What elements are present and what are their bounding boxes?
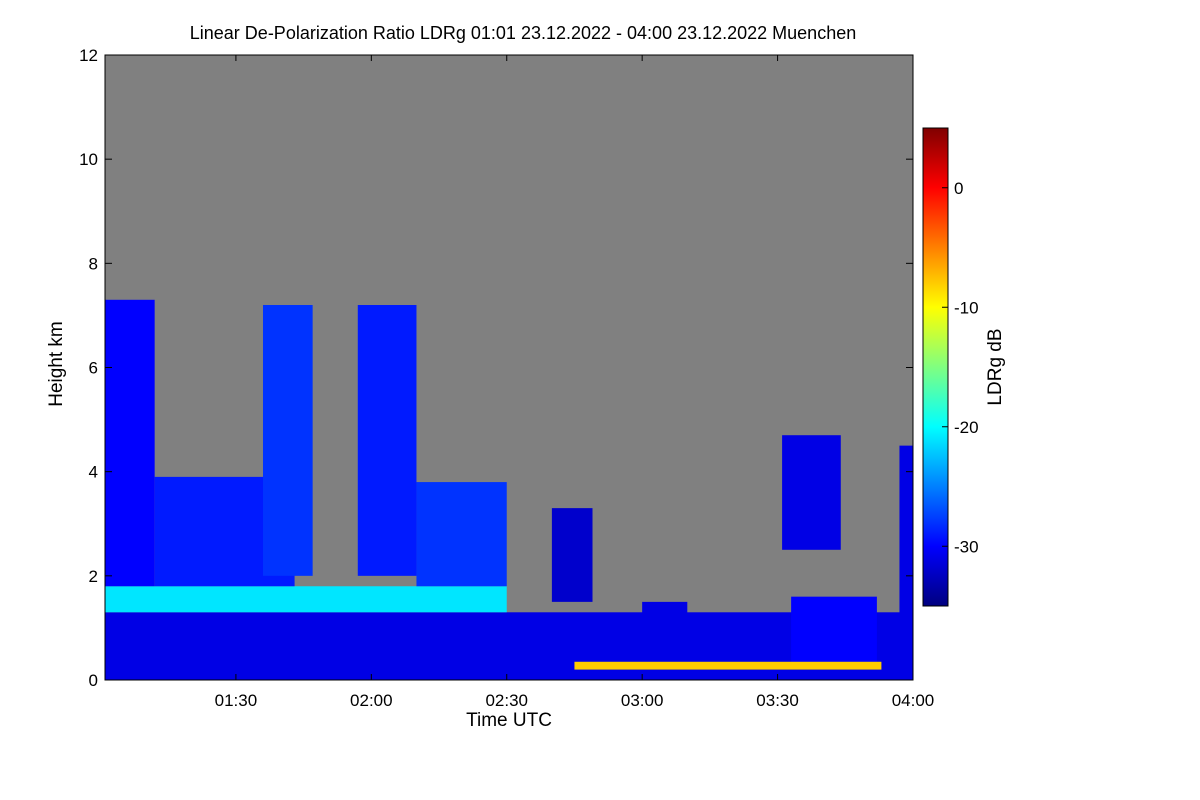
heatmap-region-cloud-7 <box>782 435 841 550</box>
y-tick-label: 12 <box>79 46 98 65</box>
heatmap-region-cloud-8 <box>899 445 913 670</box>
x-tick-label: 03:00 <box>621 691 664 710</box>
colorbar-ticks: 0 -10 -20 -30 <box>942 179 979 556</box>
y-tick-label: 6 <box>89 359 98 378</box>
colorbar <box>922 127 949 607</box>
colorbar-tick-label: -30 <box>954 537 979 556</box>
heatmap-region-rain-streak <box>574 661 882 670</box>
x-axis: 01:30 02:00 02:30 03:00 03:30 04:00 <box>215 55 935 710</box>
y-tick-label: 4 <box>89 463 98 482</box>
chart-title: Linear De-Polarization Ratio LDRg 01:01 … <box>190 23 856 43</box>
x-tick-label: 01:30 <box>215 691 258 710</box>
y-tick-label: 10 <box>79 150 98 169</box>
heatmap-region-low-cloud-2 <box>791 596 877 665</box>
heatmap-region-cloud-4 <box>357 305 417 576</box>
colorbar-label: LDRg dB <box>985 328 1006 405</box>
heatmap-region-cloud-5 <box>416 482 507 587</box>
x-tick-label: 03:30 <box>756 691 799 710</box>
y-tick-label: 2 <box>89 567 98 586</box>
x-tick-label: 02:30 <box>485 691 528 710</box>
heatmap-region-cloud-6 <box>551 508 593 602</box>
colorbar-tick-label: -10 <box>954 298 979 317</box>
y-axis-label: Height km <box>46 321 67 407</box>
y-tick-label: 8 <box>89 254 98 273</box>
colorbar-tick-label: 0 <box>954 179 963 198</box>
x-tick-label: 02:00 <box>350 691 393 710</box>
y-tick-label: 0 <box>89 671 98 690</box>
heatmap-region-cloud-3 <box>262 305 313 576</box>
heatmap-region-cloud-1 <box>105 299 155 587</box>
x-tick-label: 04:00 <box>892 691 935 710</box>
heatmap-region-aerosol-layer-top <box>105 586 507 613</box>
y-axis: 0 2 4 6 8 10 12 <box>79 46 913 690</box>
colorbar-tick-label: -20 <box>954 418 979 437</box>
x-axis-label: Time UTC <box>466 710 552 731</box>
plot-area <box>105 299 913 680</box>
